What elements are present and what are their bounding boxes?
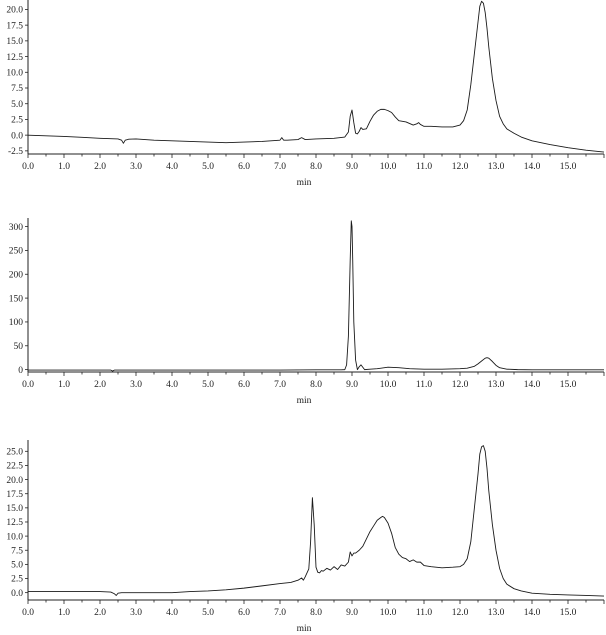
y-tick-label: 15.0 [6, 37, 23, 47]
x-tick-label: 7.0 [274, 162, 286, 172]
x-tick-label: 12.0 [452, 380, 469, 390]
y-tick-label: 7.5 [11, 84, 23, 94]
x-tick-label: 12.0 [452, 162, 469, 172]
chart-panel-1: -2.5 0.0 2.5 5.0 7.5 10.0 12.5 15.0 17.5 20.0 0.0 1… [6, 0, 605, 188]
x-axis-title-2: min [297, 396, 312, 406]
y-tick-label: 150 [9, 294, 24, 304]
x-tick-label: 2.0 [94, 380, 106, 390]
y-tick-label: 15.0 [6, 504, 23, 514]
y-tick-label: 12.5 [6, 518, 23, 528]
y-ticks-2: 0 50 100 150 200 250 300 [9, 223, 28, 376]
x-ticks-3: 0.0 1.0 2.0 3.0 4.0 5.0 6.0 7.0 8.0 9.0 10.0 11.0 12… [22, 600, 605, 618]
x-tick-label: 13.0 [488, 380, 505, 390]
x-tick-label: 5.0 [202, 162, 214, 172]
x-tick-label: 13.0 [488, 608, 505, 618]
x-tick-label: 1.0 [58, 380, 70, 390]
y-tick-label: 10.0 [6, 68, 23, 78]
chromatogram-trace-1 [27, 0, 605, 153]
y-tick-label: 10.0 [6, 532, 23, 542]
chromatogram-trace-2 [28, 220, 604, 372]
x-tick-label: 9.0 [346, 380, 358, 390]
y-tick-label: 250 [9, 247, 24, 257]
x-ticks-1: 0.0 1.0 2.0 3.0 4.0 5.0 6.0 7.0 8.0 9.0 10.0 11.0 12… [22, 154, 605, 172]
y-tick-label: 50 [14, 342, 24, 352]
y-tick-label: 17.5 [6, 21, 23, 31]
x-tick-label: 6.0 [238, 162, 250, 172]
y-tick-label: 20.0 [6, 6, 23, 16]
x-tick-label: 13.0 [488, 162, 505, 172]
x-tick-label: 10.0 [380, 608, 397, 618]
x-tick-label: 4.0 [166, 162, 178, 172]
y-tick-label: 0 [18, 366, 23, 376]
x-tick-label: 9.0 [346, 608, 358, 618]
x-tick-label: 14.0 [524, 608, 541, 618]
x-tick-label: 10.0 [380, 380, 397, 390]
y-tick-label: 0.0 [11, 589, 23, 599]
y-tick-label: 5.0 [11, 100, 23, 110]
y-tick-label: 0.0 [11, 131, 23, 141]
x-axis-title-1: min [297, 178, 312, 188]
y-tick-label: 5.0 [11, 561, 23, 571]
y-tick-label: 2.5 [11, 116, 23, 126]
x-tick-label: 7.0 [274, 608, 286, 618]
x-tick-label: 6.0 [238, 608, 250, 618]
x-tick-label: 8.0 [310, 162, 322, 172]
x-ticks-2: 0.0 1.0 2.0 3.0 4.0 5.0 6.0 7.0 8.0 9.0 10.0 11.0 12… [22, 372, 605, 390]
x-tick-label: 15.0 [560, 380, 577, 390]
chart-panel-2: 0 50 100 150 200 250 300 0.0 1.0 2.0 3.0 4.0 5.0 6.0 7… [9, 218, 605, 406]
x-tick-label: 10.0 [380, 162, 397, 172]
x-tick-label: 6.0 [238, 380, 250, 390]
x-tick-label: 1.0 [58, 162, 70, 172]
x-tick-label: 12.0 [452, 608, 469, 618]
x-tick-label: 0.0 [22, 162, 34, 172]
x-axis-title-3: min [297, 624, 312, 634]
x-tick-label: 14.0 [524, 162, 541, 172]
y-tick-label: 300 [9, 223, 24, 233]
y-tick-label: -2.5 [8, 147, 23, 157]
x-tick-label: 9.0 [346, 162, 358, 172]
x-tick-label: 5.0 [202, 608, 214, 618]
x-tick-label: 7.0 [274, 380, 286, 390]
y-tick-label: 20.0 [6, 476, 23, 486]
y-tick-label: 25.0 [6, 448, 23, 458]
y-tick-label: 200 [9, 270, 24, 280]
x-tick-label: 11.0 [416, 380, 433, 390]
x-tick-label: 15.0 [560, 608, 577, 618]
chart-panel-3: 0.0 2.5 5.0 7.5 10.0 12.5 15.0 17.5 20.0 22.5 25.0… [6, 440, 605, 634]
x-tick-label: 11.0 [416, 162, 433, 172]
x-tick-label: 8.0 [310, 380, 322, 390]
x-tick-label: 2.0 [94, 162, 106, 172]
y-tick-label: 7.5 [11, 546, 23, 556]
x-tick-label: 3.0 [130, 608, 142, 618]
x-tick-label: 1.0 [58, 608, 70, 618]
x-tick-label: 4.0 [166, 380, 178, 390]
y-tick-label: 17.5 [6, 490, 23, 500]
y-ticks-3: 0.0 2.5 5.0 7.5 10.0 12.5 15.0 17.5 20.0 22.5 25.0 [6, 448, 28, 599]
x-tick-label: 3.0 [130, 380, 142, 390]
x-tick-label: 15.0 [560, 162, 577, 172]
y-tick-label: 2.5 [11, 575, 23, 585]
x-tick-label: 3.0 [130, 162, 142, 172]
y-tick-label: 100 [9, 318, 24, 328]
x-tick-label: 11.0 [416, 608, 433, 618]
chromatogram-trace-3 [28, 445, 605, 597]
x-tick-label: 14.0 [524, 380, 541, 390]
y-ticks-1: -2.5 0.0 2.5 5.0 7.5 10.0 12.5 15.0 17.5 20.0 [6, 6, 28, 157]
x-tick-label: 8.0 [310, 608, 322, 618]
x-tick-label: 0.0 [22, 608, 34, 618]
x-tick-label: 2.0 [94, 608, 106, 618]
x-tick-label: 5.0 [202, 380, 214, 390]
x-tick-label: 4.0 [166, 608, 178, 618]
y-tick-label: 12.5 [6, 53, 23, 63]
y-tick-label: 22.5 [6, 462, 23, 472]
x-tick-label: 0.0 [22, 380, 34, 390]
